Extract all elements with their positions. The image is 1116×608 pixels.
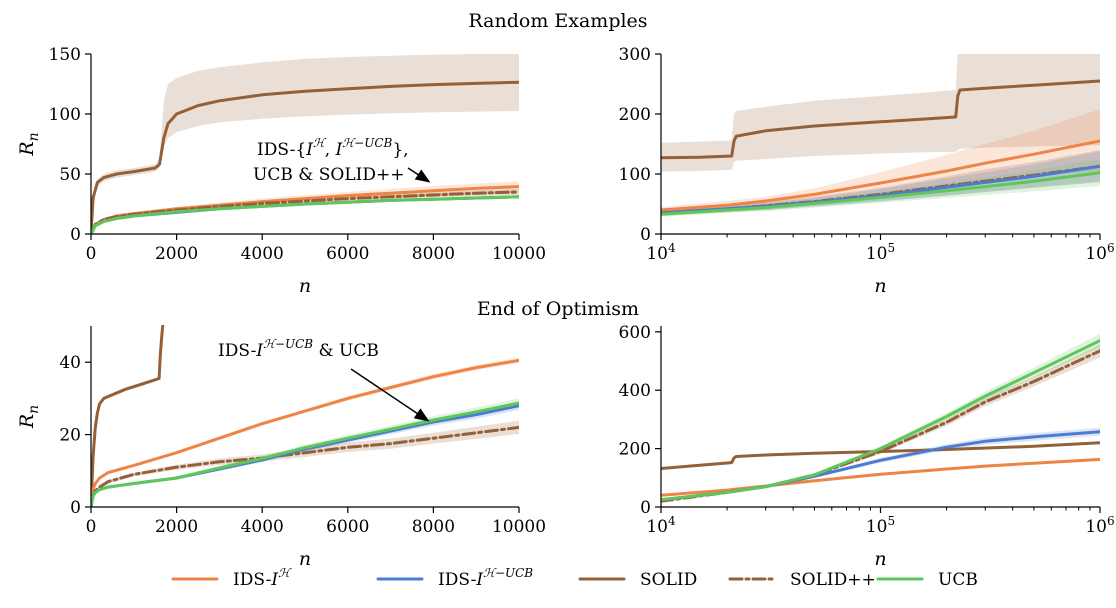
y-tick-label: 600 [619, 323, 651, 343]
x-axis-label: n [299, 275, 311, 297]
x-tick-label: 2000 [155, 517, 198, 537]
series-line-solid [91, 80, 519, 234]
annotation-arrow [350, 368, 430, 422]
series-line-ids_h [661, 139, 1100, 212]
legend-label: SOLID++ [790, 570, 876, 590]
y-tick-label: 40 [59, 353, 81, 373]
x-tick-label: 0 [86, 517, 97, 537]
band-solidpp [91, 420, 519, 507]
y-axis-label: Rn [16, 132, 42, 156]
series-line-solid [91, 325, 165, 507]
panel-0: 0 50 100 150 0 2000 4000 6000 8000 10000 n Rn [16, 45, 546, 297]
y-axis-label: Rn [16, 405, 42, 429]
x-tick-label: 4000 [241, 517, 284, 537]
panel-3: 0 200 400 600 104 105 106 n [619, 323, 1115, 570]
x-tick-label: 105 [866, 514, 895, 537]
legend-label: SOLID [640, 570, 697, 590]
x-axis-label: n [874, 275, 886, 297]
x-tick-label: 106 [1085, 514, 1114, 537]
y-tick-label: 0 [640, 498, 651, 518]
section-title-random: Random Examples [468, 10, 647, 32]
plot-area [91, 54, 519, 234]
x-tick-label: 2000 [155, 244, 198, 264]
series-line-solid [661, 79, 1100, 160]
annotation-text: IDS-{Iℋ, Iℋ−UCB}, [257, 136, 409, 160]
series-line-ids_h [91, 358, 519, 507]
x-tick-label: 10000 [492, 517, 546, 537]
legend-label: UCB [938, 570, 978, 590]
band-ids_h [661, 109, 1100, 213]
x-tick-label: 105 [866, 241, 895, 264]
y-tick-label: 50 [59, 165, 81, 185]
y-tick-label: 20 [59, 426, 81, 446]
plot-area [661, 54, 1100, 217]
y-tick-label: 0 [640, 225, 651, 245]
x-tick-label: 106 [1085, 241, 1114, 264]
y-tick-label: 0 [70, 225, 81, 245]
legend-label: IDS-Iℋ [233, 566, 292, 590]
y-tick-label: 200 [619, 440, 651, 460]
annotation-arrow [407, 167, 431, 183]
y-tick-label: 400 [619, 381, 651, 401]
legend-item-solid: SOLID [578, 570, 697, 590]
series-line-ids_h [661, 457, 1100, 497]
legend-label: IDS-Iℋ−UCB [438, 566, 533, 590]
series-line-solidpp [91, 425, 519, 507]
x-tick-label: 10000 [492, 244, 546, 264]
legend-item-ucb: UCB [876, 570, 978, 590]
x-tick-label: 6000 [326, 244, 369, 264]
x-tick-label: 8000 [412, 244, 455, 264]
y-tick-label: 200 [619, 105, 651, 125]
legend-item-ids_hucb: IDS-Iℋ−UCB [376, 566, 533, 590]
x-tick-label: 104 [646, 241, 676, 264]
annotation-text: IDS-Iℋ−UCB & UCB [218, 337, 379, 361]
x-tick-label: 8000 [412, 517, 455, 537]
y-tick-label: 300 [619, 45, 651, 65]
annotations: IDS-{Iℋ, Iℋ−UCB}, UCB & SOLID++ IDS-Iℋ−UCB… [218, 136, 431, 422]
series-line-ucb [661, 171, 1100, 216]
series-line-solid [661, 441, 1100, 470]
series-line-ucb [91, 401, 519, 507]
band-solid [661, 54, 1100, 172]
legend-item-ids_h: IDS-Iℋ [171, 566, 292, 590]
x-tick-label: 104 [646, 514, 676, 537]
y-tick-label: 150 [49, 45, 81, 65]
y-tick-label: 0 [70, 498, 81, 518]
x-tick-label: 4000 [241, 244, 284, 264]
x-tick-label: 0 [86, 244, 97, 264]
series-line-solidpp [91, 190, 519, 234]
plot-area [91, 325, 519, 507]
section-title-optimism: End of Optimism [477, 298, 639, 320]
x-tick-label: 6000 [326, 517, 369, 537]
x-axis-label: n [299, 548, 311, 570]
legend-item-solidpp: SOLID++ [728, 570, 876, 590]
y-tick-label: 100 [49, 105, 81, 125]
series-line-ucb [91, 195, 519, 234]
plot-area [661, 333, 1100, 503]
y-tick-label: 100 [619, 165, 651, 185]
legend: IDS-Iℋ IDS-Iℋ−UCB SOLID SOLID++ UCB [171, 566, 978, 590]
band-solid [91, 54, 519, 234]
panel-1: 0 100 200 300 104 105 106 n [619, 45, 1115, 297]
x-axis-label: n [874, 548, 886, 570]
panel-2: 0 20 40 0 2000 4000 6000 8000 10000 n Rn [16, 325, 546, 570]
series-line-ucb [661, 339, 1100, 502]
annotation-text: UCB & SOLID++ [253, 165, 404, 185]
